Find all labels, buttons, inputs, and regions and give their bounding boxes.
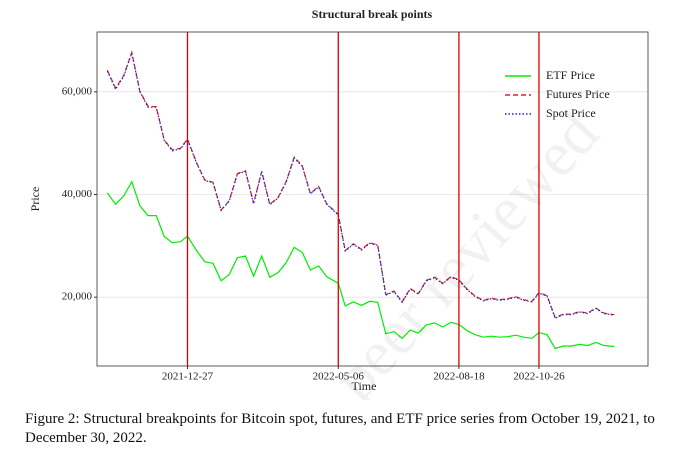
y-tick-label: 20,000 [62,291,93,303]
legend-label: Spot Price [546,106,596,120]
y-tick-label: 40,000 [62,188,93,200]
y-axis-label: Price [28,187,42,212]
chart-title: Structural break points [312,7,433,21]
y-tick-label: 60,000 [62,85,93,97]
series-line [106,51,615,320]
figure-caption: Figure 2: Structural breakpoints for Bit… [25,411,655,446]
x-axis-label: Time [352,379,377,393]
chart: Structural break points Time Price 20,00… [28,7,649,400]
series-line [106,180,615,350]
legend-label: ETF Price [546,68,595,82]
plot-frame [96,31,649,367]
legend-label: Futures Price [546,87,610,101]
x-tick-label: 2022-08-18 [433,371,485,383]
x-tick-label: 2022-10-26 [513,371,565,383]
x-tick-label: 2022-05-06 [313,371,365,383]
plot-background [97,32,648,366]
x-tick-label: 2021-12-27 [162,371,214,383]
